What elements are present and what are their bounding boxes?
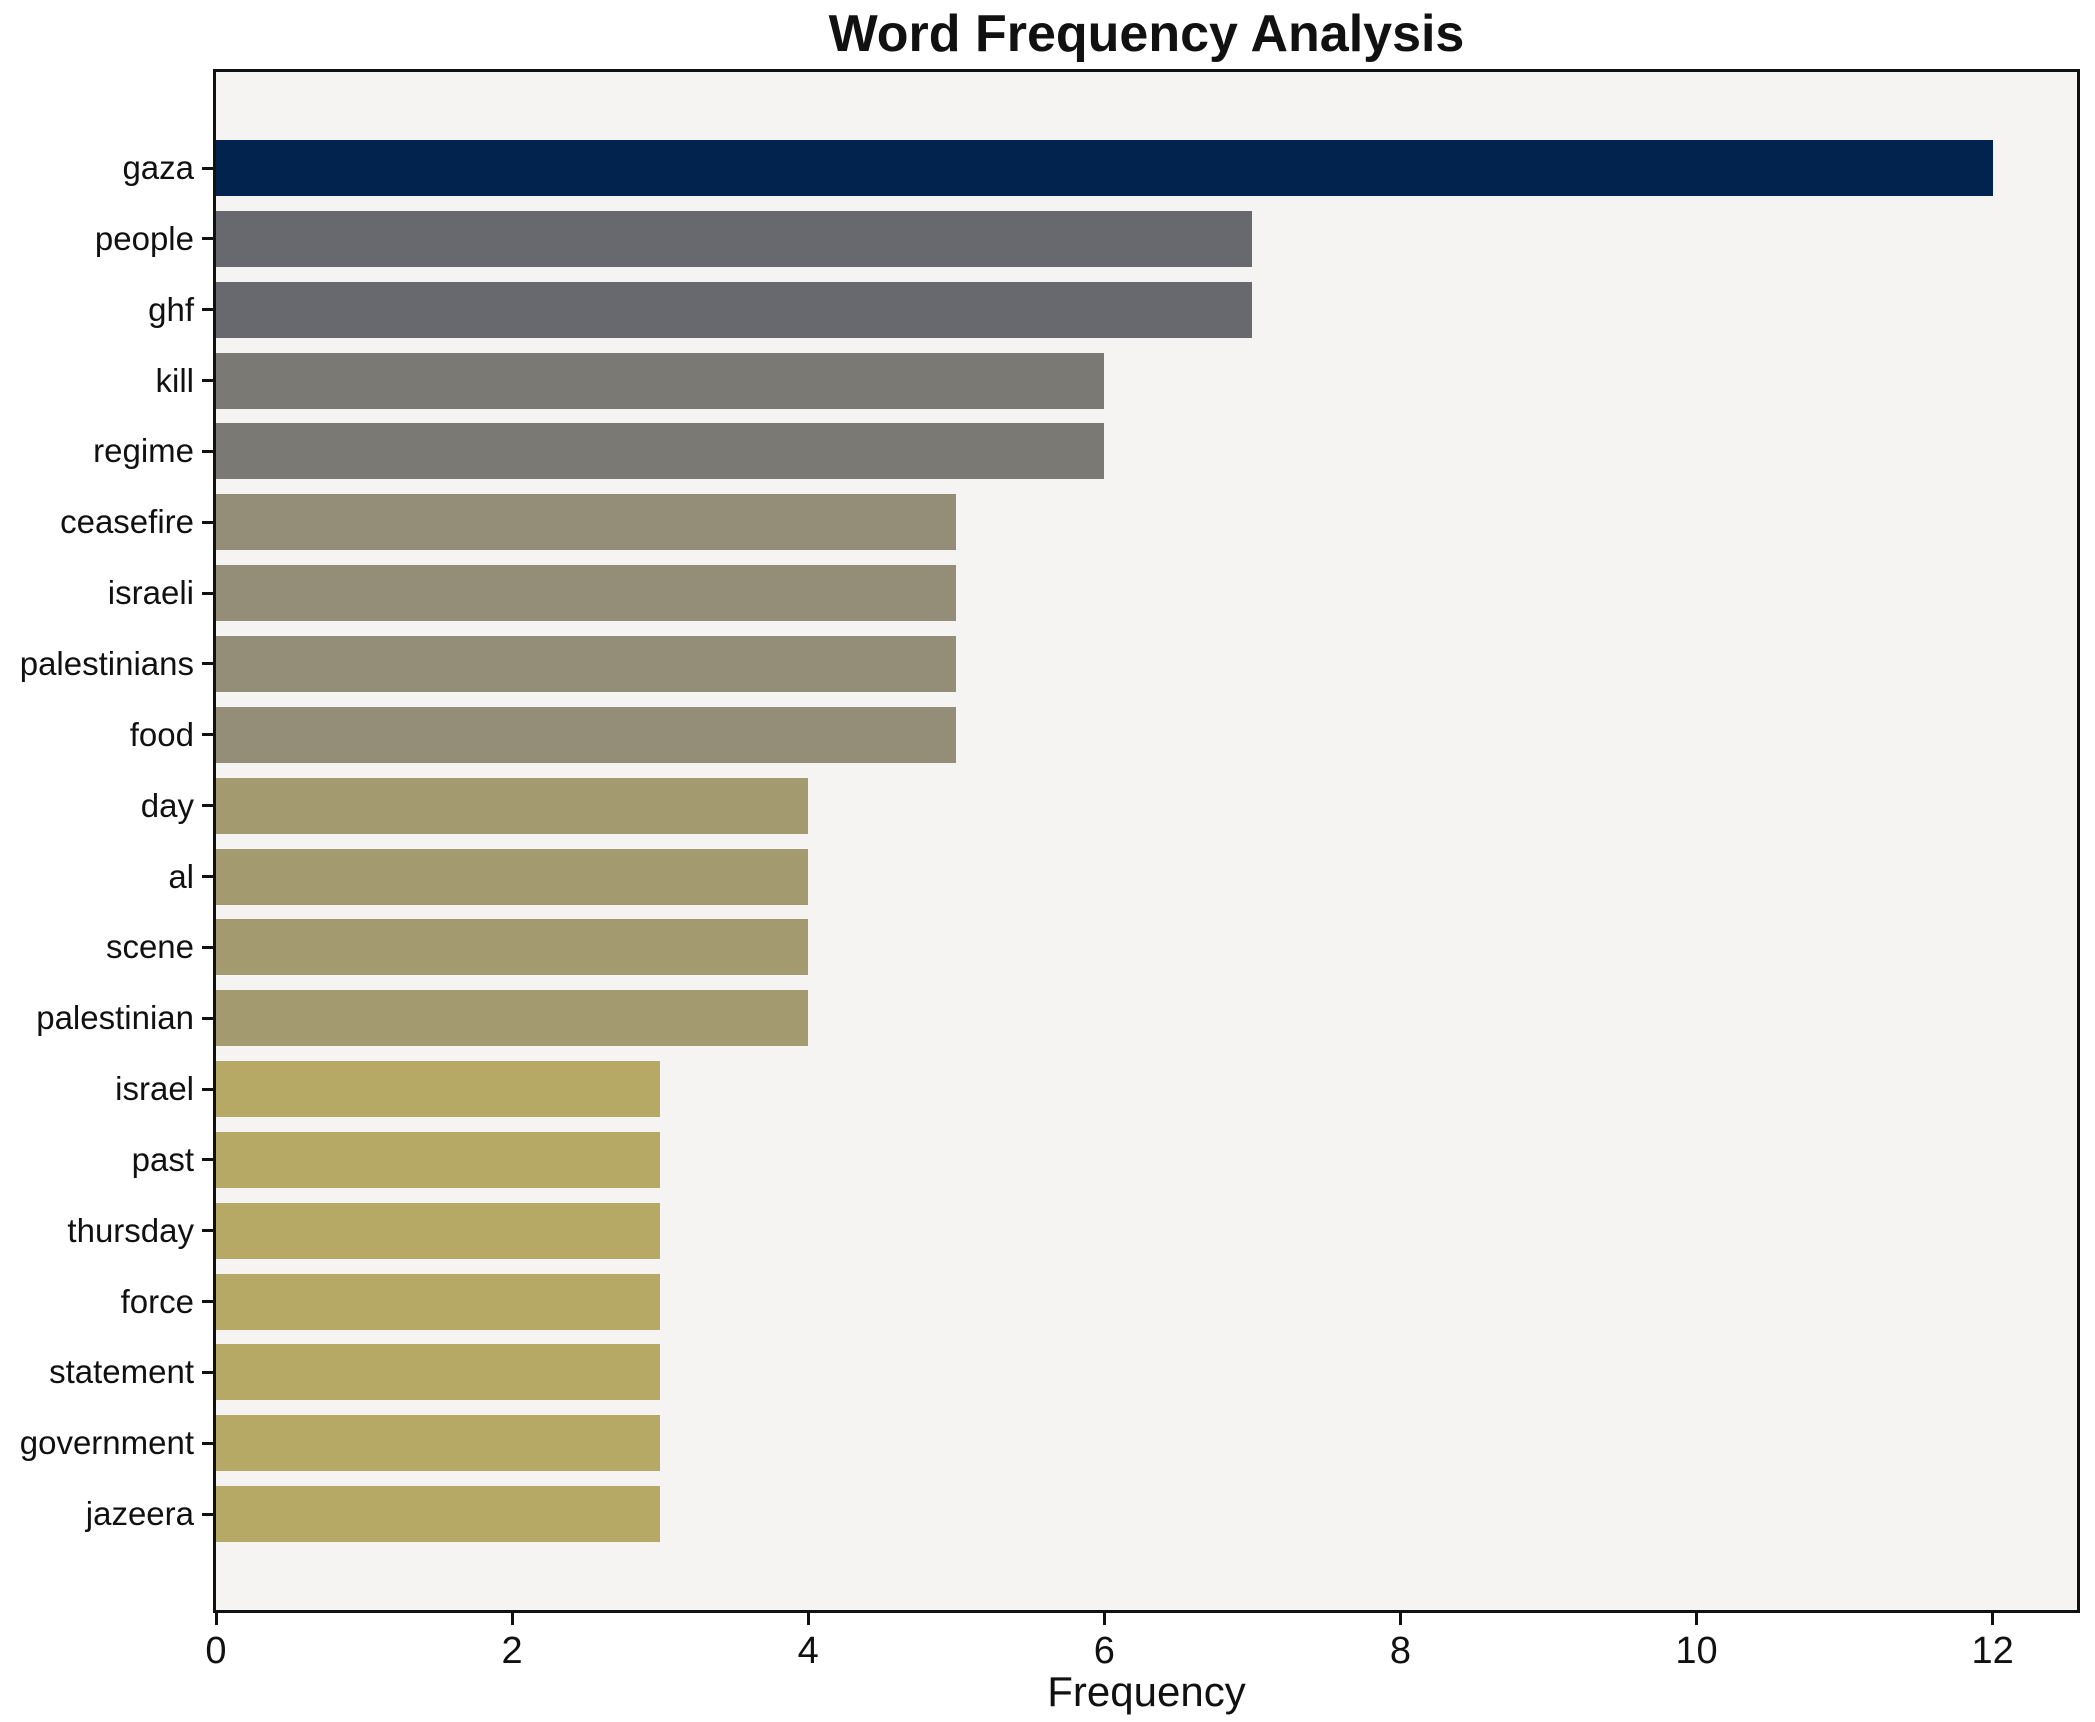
y-tick-mark [202, 591, 214, 595]
bar-al [216, 848, 809, 905]
y-tick-mark [202, 237, 214, 241]
x-tick-mark [1695, 1612, 1698, 1625]
y-tick-label: jazeera [85, 1495, 194, 1533]
bar-israel [216, 1061, 661, 1118]
x-tick-label: 12 [1971, 1630, 2014, 1672]
y-tick-mark [202, 166, 214, 170]
bar-palestinians [216, 635, 957, 692]
x-tick-mark [510, 1612, 514, 1625]
bar-palestinian [216, 990, 809, 1047]
x-axis-label: Frequency [1047, 1668, 1246, 1715]
y-tick-label: regime [93, 432, 194, 470]
y-tick-mark [202, 1158, 214, 1162]
bar-ghf [216, 281, 1253, 338]
bar-thursday [216, 1202, 661, 1259]
x-tick-mark [1991, 1612, 1995, 1625]
y-tick-mark [202, 875, 214, 878]
y-tick-label: al [168, 857, 194, 895]
y-tick-label: past [131, 1140, 194, 1178]
y-tick-mark [202, 945, 214, 949]
bar-israeli [216, 565, 957, 622]
x-tick-mark [806, 1612, 810, 1625]
y-tick-label: israeli [107, 574, 194, 612]
y-tick-mark [202, 308, 214, 312]
bar-food [216, 706, 957, 763]
bar-ceasefire [216, 494, 957, 551]
y-tick-label: scene [105, 928, 194, 966]
x-tick-label: 10 [1675, 1630, 1718, 1672]
y-tick-label: palestinian [36, 999, 194, 1037]
y-tick-label: day [140, 786, 194, 824]
bar-day [216, 777, 809, 834]
y-tick-label: thursday [67, 1211, 194, 1249]
y-tick-mark [202, 1087, 214, 1091]
bar-jazeera [216, 1486, 661, 1543]
y-tick-label: government [19, 1424, 194, 1462]
chart-title: Word Frequency Analysis [828, 5, 1465, 63]
y-tick-label: ghf [148, 290, 194, 328]
y-tick-mark [202, 1229, 214, 1233]
y-tick-label: israel [115, 1070, 194, 1108]
y-tick-mark [202, 449, 214, 453]
plot-area [213, 69, 2080, 1613]
x-tick-mark [1102, 1612, 1106, 1625]
y-tick-mark [202, 804, 214, 808]
y-tick-mark [202, 1300, 214, 1304]
y-tick-label: food [129, 715, 194, 753]
y-tick-mark [202, 1016, 214, 1020]
bar-regime [216, 423, 1105, 480]
bar-government [216, 1415, 661, 1472]
bar-people [216, 210, 1253, 267]
x-tick-label: 4 [797, 1630, 819, 1672]
y-tick-mark [202, 520, 214, 524]
x-tick-label: 0 [205, 1630, 227, 1672]
x-tick-mark [1398, 1612, 1402, 1625]
bar-statement [216, 1344, 661, 1401]
bar-gaza [216, 140, 1993, 196]
bar-past [216, 1131, 661, 1188]
y-tick-label: palestinians [19, 644, 194, 682]
y-tick-mark [202, 1370, 214, 1374]
y-tick-label: statement [49, 1353, 194, 1391]
x-tick-label: 8 [1389, 1630, 1411, 1672]
x-tick-mark [214, 1612, 218, 1625]
bar-scene [216, 919, 809, 976]
bar-kill [216, 352, 1105, 409]
y-tick-mark [202, 379, 214, 383]
y-tick-label: people [94, 219, 194, 257]
y-tick-mark [202, 1441, 214, 1445]
y-tick-label: kill [155, 361, 195, 399]
x-tick-label: 2 [501, 1630, 523, 1672]
x-tick-label: 6 [1093, 1630, 1115, 1672]
y-tick-mark [202, 733, 214, 737]
y-tick-label: force [120, 1282, 194, 1320]
bar-force [216, 1273, 661, 1330]
y-tick-mark [202, 1512, 214, 1516]
y-tick-label: gaza [122, 149, 194, 186]
y-tick-mark [202, 662, 214, 666]
y-tick-label: ceasefire [60, 503, 194, 541]
